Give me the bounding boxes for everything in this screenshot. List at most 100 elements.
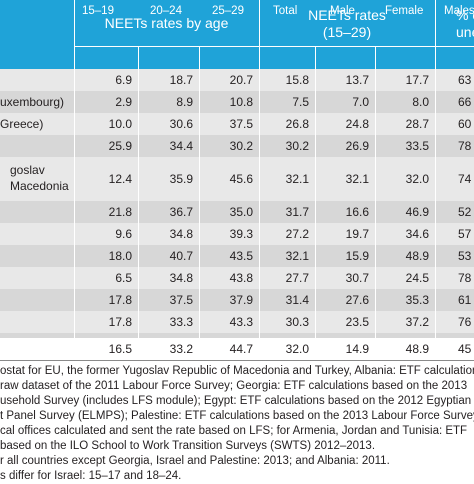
table-header-sub (0, 46, 474, 69)
cell-25-29: 30.2 (229, 139, 253, 153)
column-divider (259, 69, 260, 360)
table-row: 17.8 33.3 43.3 30.3 23.5 37.2 76 (0, 311, 474, 333)
cell-15-19: 12.4 (108, 172, 132, 186)
cell-total: 31.7 (285, 205, 309, 219)
cell-15-19: 21.8 (108, 205, 132, 219)
cell-total: 32.1 (285, 172, 309, 186)
cell-20-24: 34.8 (169, 271, 193, 285)
cell-male: 7.0 (352, 95, 369, 109)
header-neets-by-age: NEETs rates by age (104, 15, 229, 31)
cell-female: 37.2 (405, 315, 429, 329)
cell-male: 27.6 (345, 293, 369, 307)
cell-20-24: 33.3 (169, 315, 193, 329)
row-country: goslav (10, 163, 45, 177)
cell-males: 78 (458, 271, 472, 285)
cell-males: 60 (458, 117, 472, 131)
cell-female: 17.7 (405, 73, 429, 87)
cell-20-24: 18.7 (169, 73, 193, 87)
cell-female: 24.5 (405, 271, 429, 285)
footnote-line: raw dataset of the 2011 Labour Force Sur… (0, 380, 468, 392)
cell-25-29: 20.7 (229, 73, 253, 87)
header-divider (315, 46, 316, 69)
cell-15-19: 9.6 (115, 227, 132, 241)
cell-female: 33.5 (405, 139, 429, 153)
header-right-group-l2: une (456, 24, 474, 40)
cell-15-19: 18.0 (108, 249, 132, 263)
cell-25-29: 43.5 (229, 249, 253, 263)
header-divider (435, 0, 436, 69)
cell-male: 19.7 (345, 227, 369, 241)
cell-total: 26.8 (285, 117, 309, 131)
header-divider (199, 46, 200, 69)
cell-males: 78 (458, 139, 472, 153)
cell-males: 45 (458, 342, 472, 356)
cell-15-19: 2.9 (115, 95, 132, 109)
row-country: Greece) (0, 117, 44, 131)
cell-male: 15.9 (345, 249, 369, 263)
table-row: 17.8 37.5 37.9 31.4 27.6 35.3 61 (0, 289, 474, 311)
cell-males: 61 (458, 293, 472, 307)
column-divider (138, 69, 139, 360)
table-row: 18.0 40.7 43.5 32.1 15.9 48.9 53 (0, 245, 474, 267)
table-row: 9.6 34.8 39.3 27.2 19.7 34.6 57 (0, 223, 474, 245)
footnote-line: r all countries except Georgia, Israel a… (0, 455, 390, 467)
cell-total: 7.5 (292, 95, 309, 109)
cell-female: 46.9 (405, 205, 429, 219)
footnote-line: t Panel Survey (ELMPS); Palestine: ETF c… (0, 410, 474, 422)
cell-female: 28.7 (405, 117, 429, 131)
col-header-20-24: 20–24 (150, 5, 182, 17)
cell-total: 32.0 (285, 342, 309, 356)
cell-20-24: 34.8 (169, 227, 193, 241)
cell-25-29: 39.3 (229, 227, 253, 241)
cell-males: 63 (458, 73, 472, 87)
cell-20-24: 36.7 (169, 205, 193, 219)
cell-female: 48.9 (405, 342, 429, 356)
cell-male: 26.9 (345, 139, 369, 153)
header-neets-range: (15–29) (322, 24, 372, 40)
cell-20-24: 37.5 (169, 293, 193, 307)
cell-male: 14.9 (345, 342, 369, 356)
col-header-males: Males (444, 5, 474, 17)
col-header-male: Male (330, 5, 355, 17)
header-divider (375, 46, 376, 69)
table-row: 6.5 34.8 43.8 27.7 30.7 24.5 78 (0, 267, 474, 289)
table-row: uxembourg) 2.9 8.9 10.8 7.5 7.0 8.0 66 (0, 91, 474, 113)
cell-20-24: 35.9 (169, 172, 193, 186)
cell-males: 52 (458, 205, 472, 219)
header-divider (138, 46, 139, 69)
cell-male: 23.5 (345, 315, 369, 329)
column-divider (199, 69, 200, 360)
cell-female: 8.0 (412, 95, 429, 109)
cell-20-24: 34.4 (169, 139, 193, 153)
cell-15-19: 10.0 (108, 117, 132, 131)
col-header-15-19: 15–19 (82, 5, 114, 17)
cell-20-24: 40.7 (169, 249, 193, 263)
cell-25-29: 44.7 (229, 342, 253, 356)
table-row: goslav Macedonia 12.4 35.9 45.6 32.1 32.… (0, 157, 474, 201)
header-right-group-l1: % o (456, 7, 474, 23)
cell-total: 15.8 (285, 73, 309, 87)
header-neets-rates: NEETs rates (308, 7, 386, 23)
cell-15-19: 6.9 (115, 73, 132, 87)
header-rule (74, 46, 474, 47)
cell-males: 66 (458, 95, 472, 109)
cell-25-29: 35.0 (229, 205, 253, 219)
table-row: 25.9 34.4 30.2 30.2 26.9 33.5 78 (0, 135, 474, 157)
column-divider (74, 69, 75, 360)
footnote-line: usehold Survey (includes LFS module); Eg… (0, 395, 472, 407)
cell-total: 27.7 (285, 271, 309, 285)
cell-total: 31.4 (285, 293, 309, 307)
footnote-line: s differ for Israel: 15–17 and 18–24. (0, 470, 182, 482)
cell-15-19: 6.5 (115, 271, 132, 285)
table-bottom-rule (0, 360, 474, 361)
cell-15-19: 17.8 (108, 293, 132, 307)
cell-male: 32.1 (345, 172, 369, 186)
cell-male: 16.6 (345, 205, 369, 219)
cell-males: 53 (458, 249, 472, 263)
cell-total: 32.1 (285, 249, 309, 263)
cell-25-29: 45.6 (229, 172, 253, 186)
cell-25-29: 10.8 (229, 95, 253, 109)
table-row: 16.5 33.2 44.7 32.0 14.9 48.9 45 (0, 338, 474, 360)
cell-male: 13.7 (345, 73, 369, 87)
header-divider (74, 0, 75, 69)
